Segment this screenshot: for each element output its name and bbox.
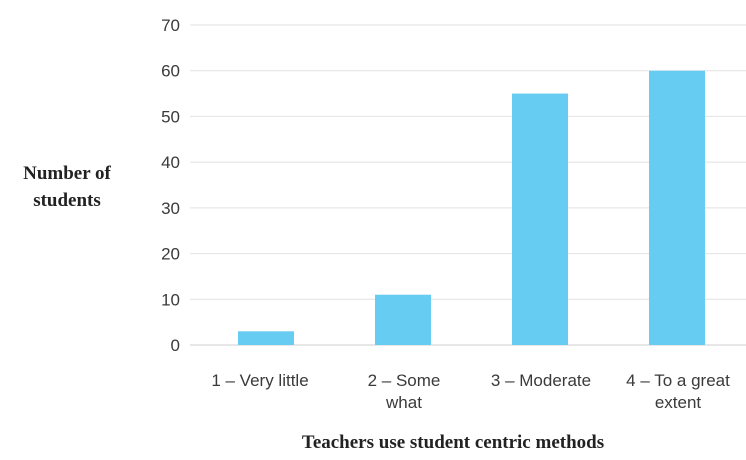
- bar-3: [512, 93, 568, 345]
- y-tick-label-50: 50: [161, 107, 180, 126]
- bar-2: [375, 294, 431, 345]
- y-axis-title: Number of students: [23, 163, 111, 211]
- y-tick-label-30: 30: [161, 199, 180, 218]
- y-tick-label-40: 40: [161, 153, 180, 172]
- x-tick-label-4: 4 – To a great extent: [626, 371, 730, 412]
- y-tick-label-60: 60: [161, 62, 180, 81]
- y-tick-label-70: 70: [161, 16, 180, 35]
- x-axis-title: Teachers use student centric methods: [301, 432, 605, 453]
- y-tick-label-10: 10: [161, 290, 180, 309]
- x-tick-label-1: 1 – Very little: [211, 371, 309, 390]
- y-tick-label-0: 0: [171, 336, 180, 355]
- x-tick-label-3: 3 – Moderate: [490, 371, 592, 390]
- y-tick-label-20: 20: [161, 245, 180, 264]
- bar-4: [649, 70, 705, 345]
- bar-1: [238, 331, 294, 345]
- x-tick-label-2: 2 – Some what: [367, 371, 441, 412]
